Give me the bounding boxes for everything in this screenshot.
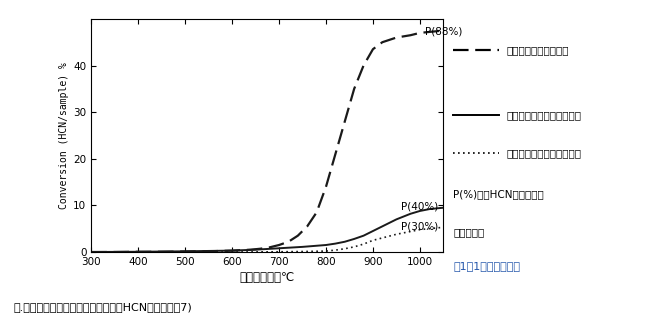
Y-axis label: Conversion (HCN/sample) %: Conversion (HCN/sample) % [59, 62, 69, 209]
Text: する生成率: する生成率 [453, 227, 484, 237]
Text: ＊1．1不活性ガス中: ＊1．1不活性ガス中 [453, 261, 520, 272]
Text: 軟賯ポリウレタンフォーム: 軟賯ポリウレタンフォーム [507, 110, 582, 120]
Text: ポリアクリロニトリル: ポリアクリロニトリル [507, 45, 569, 55]
X-axis label: 熱分解温度　℃: 熱分解温度 ℃ [240, 271, 295, 284]
Text: P(%)：　HCN理論量に対: P(%)： HCN理論量に対 [453, 189, 544, 199]
Text: P(30%): P(30%) [401, 221, 438, 231]
Text: 図.　熱分解による窒素含有材料からHCNへの転化獈7): 図. 熱分解による窒素含有材料からHCNへの転化獈7) [13, 302, 192, 312]
Text: P(40%): P(40%) [401, 201, 438, 211]
Text: P(88%): P(88%) [424, 27, 462, 37]
Text: 硬賯ポリウレタンフォーム: 硬賯ポリウレタンフォーム [507, 148, 582, 158]
